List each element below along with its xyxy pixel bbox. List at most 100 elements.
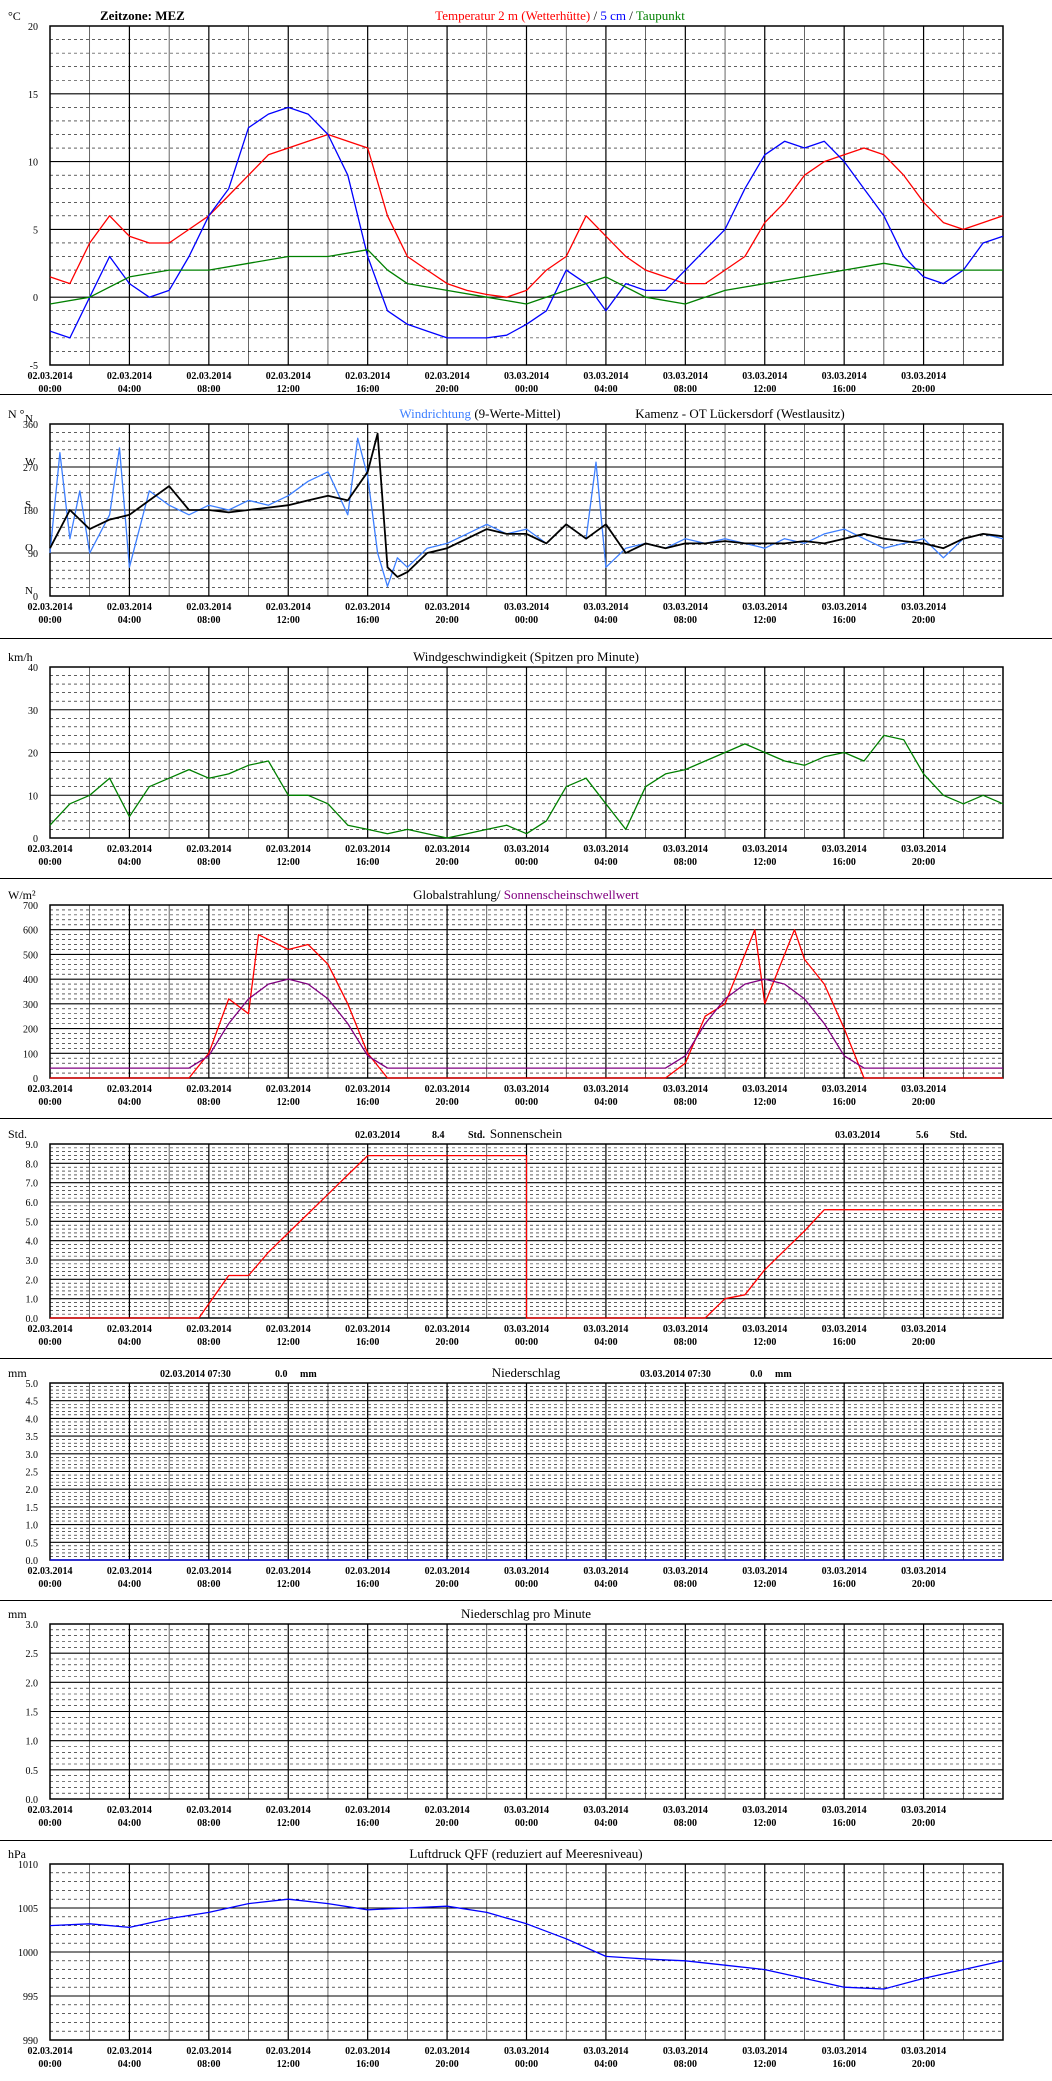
x-tick-date: 03.03.2014 [504, 1324, 549, 1335]
x-tick-date: 03.03.2014 [504, 844, 549, 855]
chart-title: Niederschlag pro Minute [461, 1606, 591, 1621]
x-tick-date: 02.03.2014 [345, 844, 390, 855]
x-tick-time: 12:00 [277, 384, 300, 395]
series-line [49, 437, 1004, 588]
x-tick-time: 16:00 [832, 1097, 855, 1108]
x-tick-time: 08:00 [197, 2059, 220, 2070]
x-tick-date: 03.03.2014 [663, 844, 708, 855]
x-tick-date: 02.03.2014 [107, 1566, 152, 1577]
x-tick-time: 20:00 [435, 1337, 458, 1348]
y-tick-label: 1.5 [26, 1708, 39, 1719]
x-tick-time: 04:00 [118, 1818, 141, 1829]
x-tick-time: 04:00 [118, 615, 141, 626]
x-tick-time: 08:00 [197, 615, 220, 626]
x-tick-date: 03.03.2014 [742, 1805, 787, 1816]
sunshine-panel: 0.0 1.0 2.0 3.0 4.0 5.0 6.0 7.0 8.0 9.0 Std. Sonnen… [0, 1120, 1052, 1358]
x-tick-time: 20:00 [912, 857, 935, 868]
x-tick-date: 03.03.2014 [583, 844, 628, 855]
y-tick-label: 4.0 [26, 1237, 39, 1248]
y-tick-label: 500 [23, 950, 38, 961]
x-tick-time: 00:00 [515, 1097, 538, 1108]
x-tick-time: 12:00 [753, 857, 776, 868]
x-tick-date: 03.03.2014 [663, 1084, 708, 1095]
series-line [50, 978, 1003, 1069]
x-tick-date: 02.03.2014 [425, 602, 470, 613]
y-tick-label: 1010 [18, 1860, 38, 1871]
unit-label: N ° [8, 407, 25, 421]
summary-date: 03.03.2014 07:30 [640, 1369, 711, 1380]
x-tick-date: 02.03.2014 [186, 1566, 231, 1577]
y-tick-label: 2.0 [26, 1678, 39, 1689]
x-tick-time: 16:00 [356, 2059, 379, 2070]
x-tick-time: 20:00 [435, 2059, 458, 2070]
panel-divider [0, 1840, 1052, 1841]
unit-label: °C [8, 9, 21, 23]
x-tick-time: 08:00 [197, 1579, 220, 1590]
x-tick-time: 04:00 [118, 384, 141, 395]
y-tick-label: 0.0 [26, 1795, 39, 1806]
x-tick-date: 03.03.2014 [822, 371, 867, 382]
precipitation_minute-chart: 0.0 0.5 1.0 1.5 2.0 2.5 3.0mm Niederschlag pro … [8, 1606, 1004, 1829]
y-tick-label: 10 [28, 791, 38, 802]
x-tick-date: 02.03.2014 [186, 1805, 231, 1816]
x-tick-time: 20:00 [912, 615, 935, 626]
x-tick-date: 03.03.2014 [504, 1084, 549, 1095]
x-tick-time: 12:00 [277, 1579, 300, 1590]
x-tick-date: 03.03.2014 [822, 1084, 867, 1095]
x-tick-time: 16:00 [832, 2059, 855, 2070]
x-tick-date: 02.03.2014 [28, 371, 73, 382]
x-tick-time: 16:00 [356, 1579, 379, 1590]
summary-value: 0.0 [750, 1369, 763, 1380]
x-tick-date: 03.03.2014 [742, 844, 787, 855]
x-tick-date: 02.03.2014 [345, 1805, 390, 1816]
x-tick-time: 12:00 [753, 615, 776, 626]
x-tick-date: 02.03.2014 [425, 1566, 470, 1577]
x-tick-date: 03.03.2014 [822, 1566, 867, 1577]
x-tick-time: 00:00 [515, 1818, 538, 1829]
x-tick-date: 03.03.2014 [504, 1566, 549, 1577]
x-tick-time: 20:00 [435, 1818, 458, 1829]
y-tick-label: 0.0 [26, 1314, 39, 1325]
x-tick-time: 16:00 [356, 384, 379, 395]
temperature-panel: -5 0 5 10 15 20 °C Temperatur 2 m (Wetterhütte)… [0, 0, 1052, 395]
y-tick-label: 3.0 [26, 1256, 39, 1267]
radiation-panel: 0 100 200 300 400 500 600 700 W/m² Globalstrahlun… [0, 880, 1052, 1118]
x-tick-time: 20:00 [912, 2059, 935, 2070]
x-tick-time: 08:00 [674, 1337, 697, 1348]
x-tick-date: 03.03.2014 [504, 371, 549, 382]
x-tick-date: 02.03.2014 [425, 1084, 470, 1095]
x-tick-date: 03.03.2014 [822, 1324, 867, 1335]
x-tick-time: 16:00 [356, 857, 379, 868]
x-tick-date: 02.03.2014 [345, 371, 390, 382]
chart-title: Sonnenschein [490, 1126, 563, 1141]
x-tick-date: 02.03.2014 [186, 2046, 231, 2057]
x-tick-time: 16:00 [832, 384, 855, 395]
y-tick-label: 2.0 [26, 1485, 39, 1496]
y-tick-label: 8.0 [26, 1159, 39, 1170]
unit-label: mm [8, 1366, 27, 1380]
x-tick-date: 03.03.2014 [822, 1805, 867, 1816]
x-tick-time: 12:00 [753, 1579, 776, 1590]
location-label: Kamenz - OT Lückersdorf (Westlausitz) [635, 406, 845, 421]
series-line [49, 106, 1004, 339]
x-tick-time: 12:00 [277, 1337, 300, 1348]
y-tick-label: 5 [33, 225, 38, 236]
x-tick-date: 03.03.2014 [901, 1805, 946, 1816]
x-tick-time: 00:00 [515, 857, 538, 868]
x-tick-date: 03.03.2014 [583, 1324, 628, 1335]
x-tick-time: 04:00 [594, 857, 617, 868]
panel-divider [0, 1600, 1052, 1601]
precipitation-minute-panel: 0.0 0.5 1.0 1.5 2.0 2.5 3.0 mm Niederschlag pro … [0, 1602, 1052, 1840]
compass-label: N [25, 585, 33, 597]
x-tick-time: 20:00 [912, 1097, 935, 1108]
x-tick-time: 08:00 [197, 384, 220, 395]
chart-title: Windgeschwindigkeit (Spitzen pro Minute) [413, 649, 639, 664]
x-tick-time: 08:00 [197, 1818, 220, 1829]
x-tick-time: 20:00 [912, 1818, 935, 1829]
x-tick-time: 04:00 [118, 2059, 141, 2070]
x-tick-date: 03.03.2014 [901, 2046, 946, 2057]
x-tick-date: 03.03.2014 [663, 2046, 708, 2057]
x-tick-date: 02.03.2014 [28, 1566, 73, 1577]
x-tick-date: 02.03.2014 [425, 844, 470, 855]
